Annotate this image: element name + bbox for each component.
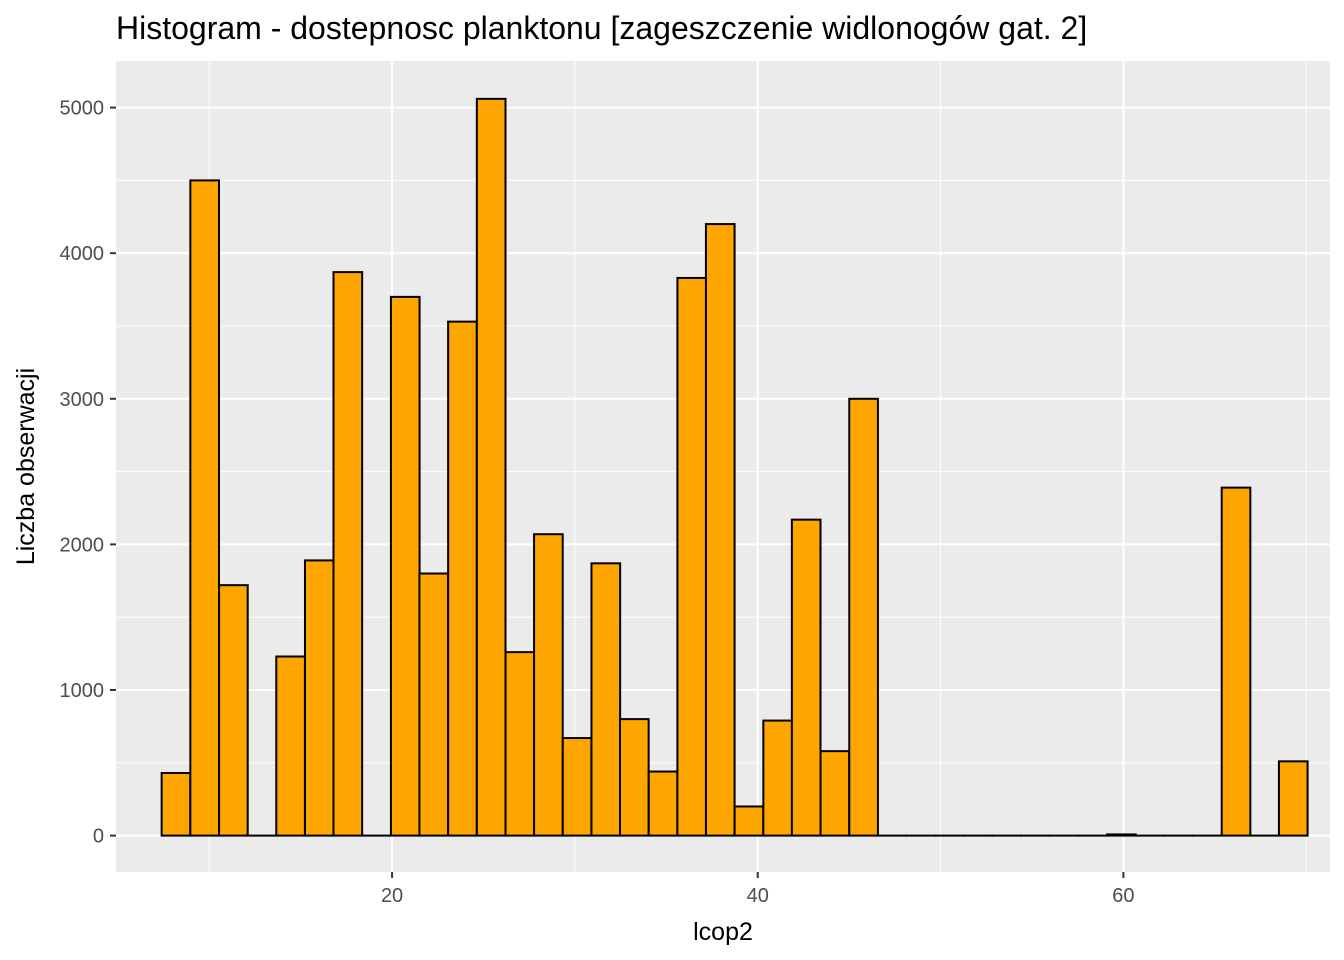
histogram-bars (160, 97, 1309, 837)
histogram-bar (619, 718, 650, 837)
histogram-bar (389, 295, 421, 837)
x-tick-label: 20 (381, 885, 403, 907)
y-tick-label: 4000 (60, 243, 105, 265)
histogram-bar (303, 559, 335, 837)
histogram-bar (218, 584, 249, 837)
x-axis-ticks: 20 40 60 (381, 872, 1135, 907)
histogram-bar (275, 655, 306, 837)
chart-title: Histogram - dostepnosc planktonu [zagesz… (116, 10, 1088, 46)
y-tick-label: 3000 (60, 389, 105, 411)
histogram-bar (676, 276, 708, 837)
histogram-bar (590, 562, 622, 837)
histogram-bar (475, 97, 507, 837)
y-tick-label: 5000 (60, 98, 105, 120)
histogram-bar (189, 179, 220, 837)
histogram-bar (332, 271, 364, 837)
histogram-bar (1277, 760, 1309, 837)
histogram-bar (790, 518, 822, 837)
histogram-bar (819, 750, 851, 837)
y-tick-label: 2000 (60, 534, 105, 556)
histogram-bar (647, 770, 679, 837)
x-axis-label: lcop2 (693, 918, 753, 946)
histogram-bar (762, 719, 793, 837)
histogram-bar (418, 572, 450, 837)
histogram-bar (561, 737, 593, 837)
x-tick-label: 40 (747, 885, 769, 907)
y-axis-label: Liczba obserwacji (12, 368, 40, 565)
histogram-bar (1220, 486, 1252, 837)
histogram-bar (733, 805, 765, 837)
histogram-bar (504, 651, 536, 837)
histogram-bar (704, 223, 736, 837)
x-tick-label: 60 (1112, 885, 1134, 907)
y-tick-label: 1000 (60, 680, 105, 702)
histogram-bar (447, 320, 478, 837)
histogram-bar (1106, 833, 1137, 837)
histogram-bar (533, 533, 564, 837)
y-tick-label: 0 (93, 826, 104, 848)
histogram-bar (848, 397, 879, 837)
y-axis-ticks: 0 1000 2000 3000 4000 5000 (60, 98, 116, 848)
histogram-bar (160, 771, 192, 837)
